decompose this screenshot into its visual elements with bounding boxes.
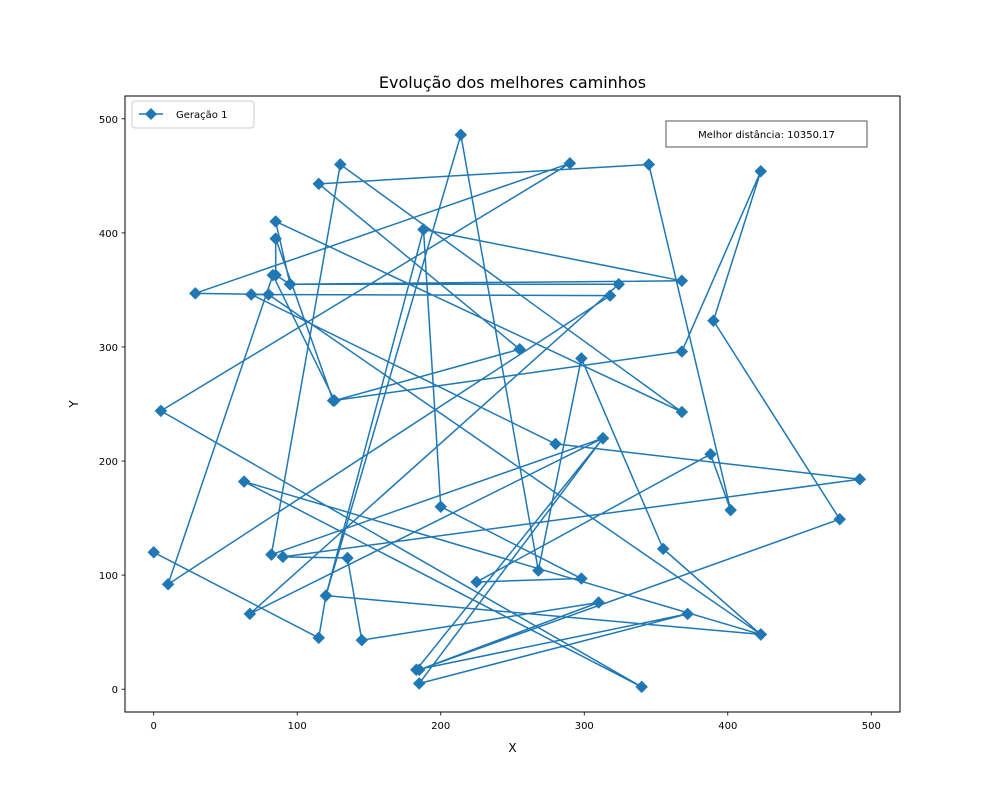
y-tick-label: 200 [99,457,118,468]
data-point-marker [549,437,562,451]
data-point-marker [355,633,369,647]
best-distance-annotation: Melhor distância: 10350.17 [665,120,868,148]
data-point-marker [243,607,257,621]
data-point-marker [341,551,354,565]
data-point-marker [269,215,283,228]
data-point-marker [262,288,275,301]
data-point-marker [612,277,626,291]
x-tick-label: 0 [151,721,157,732]
data-point-marker [675,274,689,288]
x-tick-label: 100 [288,721,307,732]
y-tick-label: 300 [99,343,118,354]
data-point-marker [675,345,689,358]
data-point-marker [333,158,347,171]
plot-area [147,128,867,694]
y-tick-label: 0 [112,685,118,696]
data-point-marker [266,268,280,282]
data-point-marker [642,158,656,171]
data-point-marker [724,503,738,517]
data-point-marker [244,288,258,301]
data-point-marker [434,500,448,514]
x-axis-label: X [508,741,516,755]
data-point-marker [412,663,426,677]
data-point-marker [312,177,326,191]
data-point-marker [276,550,290,564]
x-tick-label: 300 [575,721,594,732]
data-point-marker [513,342,527,356]
y-tick-label: 500 [99,115,118,126]
axes-layer: 0 100 200 300 400 500 0 100 200 300 400 500 [99,95,901,732]
data-point-marker [417,223,430,236]
data-point-marker [412,677,426,690]
data-point-marker [563,156,577,170]
data-point-marker [656,542,670,556]
x-tick-label: 400 [718,721,737,732]
data-point-marker [592,596,605,609]
data-point-marker [319,589,333,602]
plot-frame [124,95,901,713]
data-point-marker [454,128,468,142]
data-point-marker [328,394,341,407]
legend-label: Geração 1 [176,110,227,121]
annotation-text: Melhor distância: 10350.17 [698,129,835,141]
x-tick-label: 200 [431,721,450,732]
annotation-box [665,120,868,148]
data-point-marker [312,631,326,645]
data-point-marker [237,475,251,488]
legend: Geração 1 [131,100,255,129]
y-tick-label: 100 [99,571,118,582]
chart-title: Evolução dos melhores caminhos [379,73,646,92]
data-point-marker [681,607,694,621]
data-point-marker [188,286,202,300]
legend-box [131,100,255,129]
data-point-marker [754,164,768,178]
data-point-marker [596,431,610,445]
data-point-marker [575,352,588,365]
x-tick-label: 500 [862,721,881,732]
data-point-marker [833,512,847,526]
data-point-marker [575,572,588,585]
data-point-marker [265,548,278,561]
data-point-marker [531,564,545,577]
legend-marker-diamond [145,108,157,120]
data-point-marker [635,680,649,694]
data-point-marker [470,575,483,589]
data-point-marker [707,314,720,328]
data-point-marker [147,545,161,559]
data-point-marker [154,404,168,418]
data-point-marker [283,277,297,291]
data-point-marker [603,289,617,302]
data-point-marker [704,447,717,461]
data-point-marker [754,628,768,641]
data-point-marker [269,232,283,245]
y-axis-label: Y [67,400,81,409]
y-tick-label: 400 [99,229,118,240]
data-point-marker [161,577,175,591]
data-point-marker [853,472,867,486]
data-point-marker [675,405,689,419]
